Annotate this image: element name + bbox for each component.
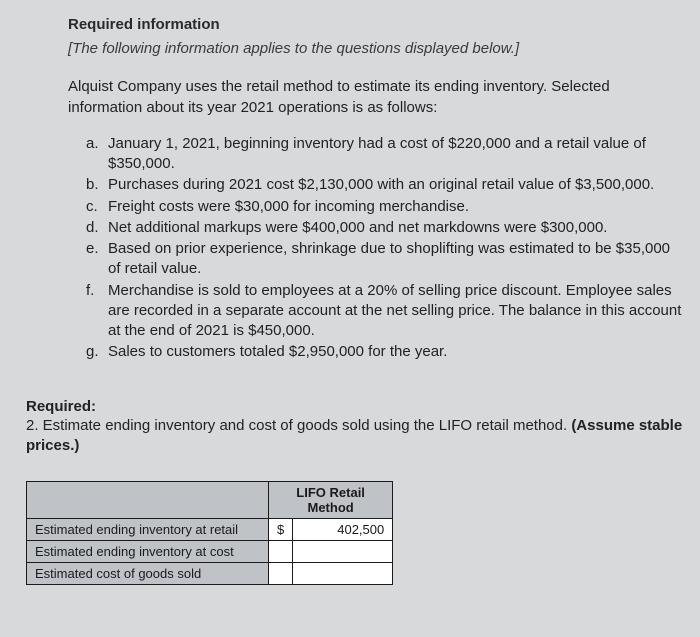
table-header-spacer bbox=[27, 482, 269, 519]
list-item: e. Based on prior experience, shrinkage … bbox=[86, 239, 682, 280]
item-label: g. bbox=[86, 342, 108, 362]
item-text: Based on prior experience, shrinkage due… bbox=[108, 239, 682, 280]
question-sheet: Required information [The following info… bbox=[0, 0, 700, 637]
row-currency[interactable] bbox=[269, 541, 293, 563]
table-row: Estimated ending inventory at cost bbox=[27, 541, 393, 563]
given-items-list: a. January 1, 2021, beginning inventory … bbox=[86, 134, 682, 363]
item-label: c. bbox=[86, 197, 108, 217]
required-question: 2. Estimate ending inventory and cost of… bbox=[26, 417, 571, 434]
list-item: b. Purchases during 2021 cost $2,130,000… bbox=[86, 175, 682, 195]
table-row: Estimated ending inventory at retail $ 4… bbox=[27, 519, 393, 541]
item-label: e. bbox=[86, 239, 108, 280]
table-header-row: LIFO Retail Method bbox=[27, 482, 393, 519]
list-item: a. January 1, 2021, beginning inventory … bbox=[86, 134, 682, 175]
item-text: Purchases during 2021 cost $2,130,000 wi… bbox=[108, 175, 682, 195]
answer-table-wrap: LIFO Retail Method Estimated ending inve… bbox=[26, 481, 690, 585]
item-label: f. bbox=[86, 281, 108, 342]
row-currency[interactable]: $ bbox=[269, 519, 293, 541]
item-text: Freight costs were $30,000 for incoming … bbox=[108, 197, 682, 217]
item-text: Net additional markups were $400,000 and… bbox=[108, 218, 682, 238]
list-item: d. Net additional markups were $400,000 … bbox=[86, 218, 682, 238]
item-text: January 1, 2021, beginning inventory had… bbox=[108, 134, 682, 175]
list-item: g. Sales to customers totaled $2,950,000… bbox=[86, 342, 682, 362]
row-label: Estimated ending inventory at retail bbox=[27, 519, 269, 541]
row-label: Estimated cost of goods sold bbox=[27, 563, 269, 585]
item-text: Merchandise is sold to employees at a 20… bbox=[108, 281, 682, 342]
table-header-method: LIFO Retail Method bbox=[269, 482, 393, 519]
list-item: f. Merchandise is sold to employees at a… bbox=[86, 281, 682, 342]
row-value-input[interactable]: 402,500 bbox=[293, 519, 393, 541]
instruction-note: [The following information applies to th… bbox=[68, 39, 690, 59]
item-label: b. bbox=[86, 175, 108, 195]
item-text: Sales to customers totaled $2,950,000 fo… bbox=[108, 342, 682, 362]
required-heading: Required: bbox=[26, 398, 96, 415]
problem-intro: Alquist Company uses the retail method t… bbox=[68, 77, 682, 118]
answer-table: LIFO Retail Method Estimated ending inve… bbox=[26, 481, 393, 585]
row-label: Estimated ending inventory at cost bbox=[27, 541, 269, 563]
row-value-input[interactable] bbox=[293, 563, 393, 585]
required-information-heading: Required information bbox=[68, 16, 690, 33]
header-line1: LIFO Retail bbox=[296, 485, 365, 500]
row-value-input[interactable] bbox=[293, 541, 393, 563]
required-block: Required: 2. Estimate ending inventory a… bbox=[26, 397, 690, 456]
item-label: d. bbox=[86, 218, 108, 238]
row-currency[interactable] bbox=[269, 563, 293, 585]
table-row: Estimated cost of goods sold bbox=[27, 563, 393, 585]
list-item: c. Freight costs were $30,000 for incomi… bbox=[86, 197, 682, 217]
header-line2: Method bbox=[308, 500, 354, 515]
item-label: a. bbox=[86, 134, 108, 175]
